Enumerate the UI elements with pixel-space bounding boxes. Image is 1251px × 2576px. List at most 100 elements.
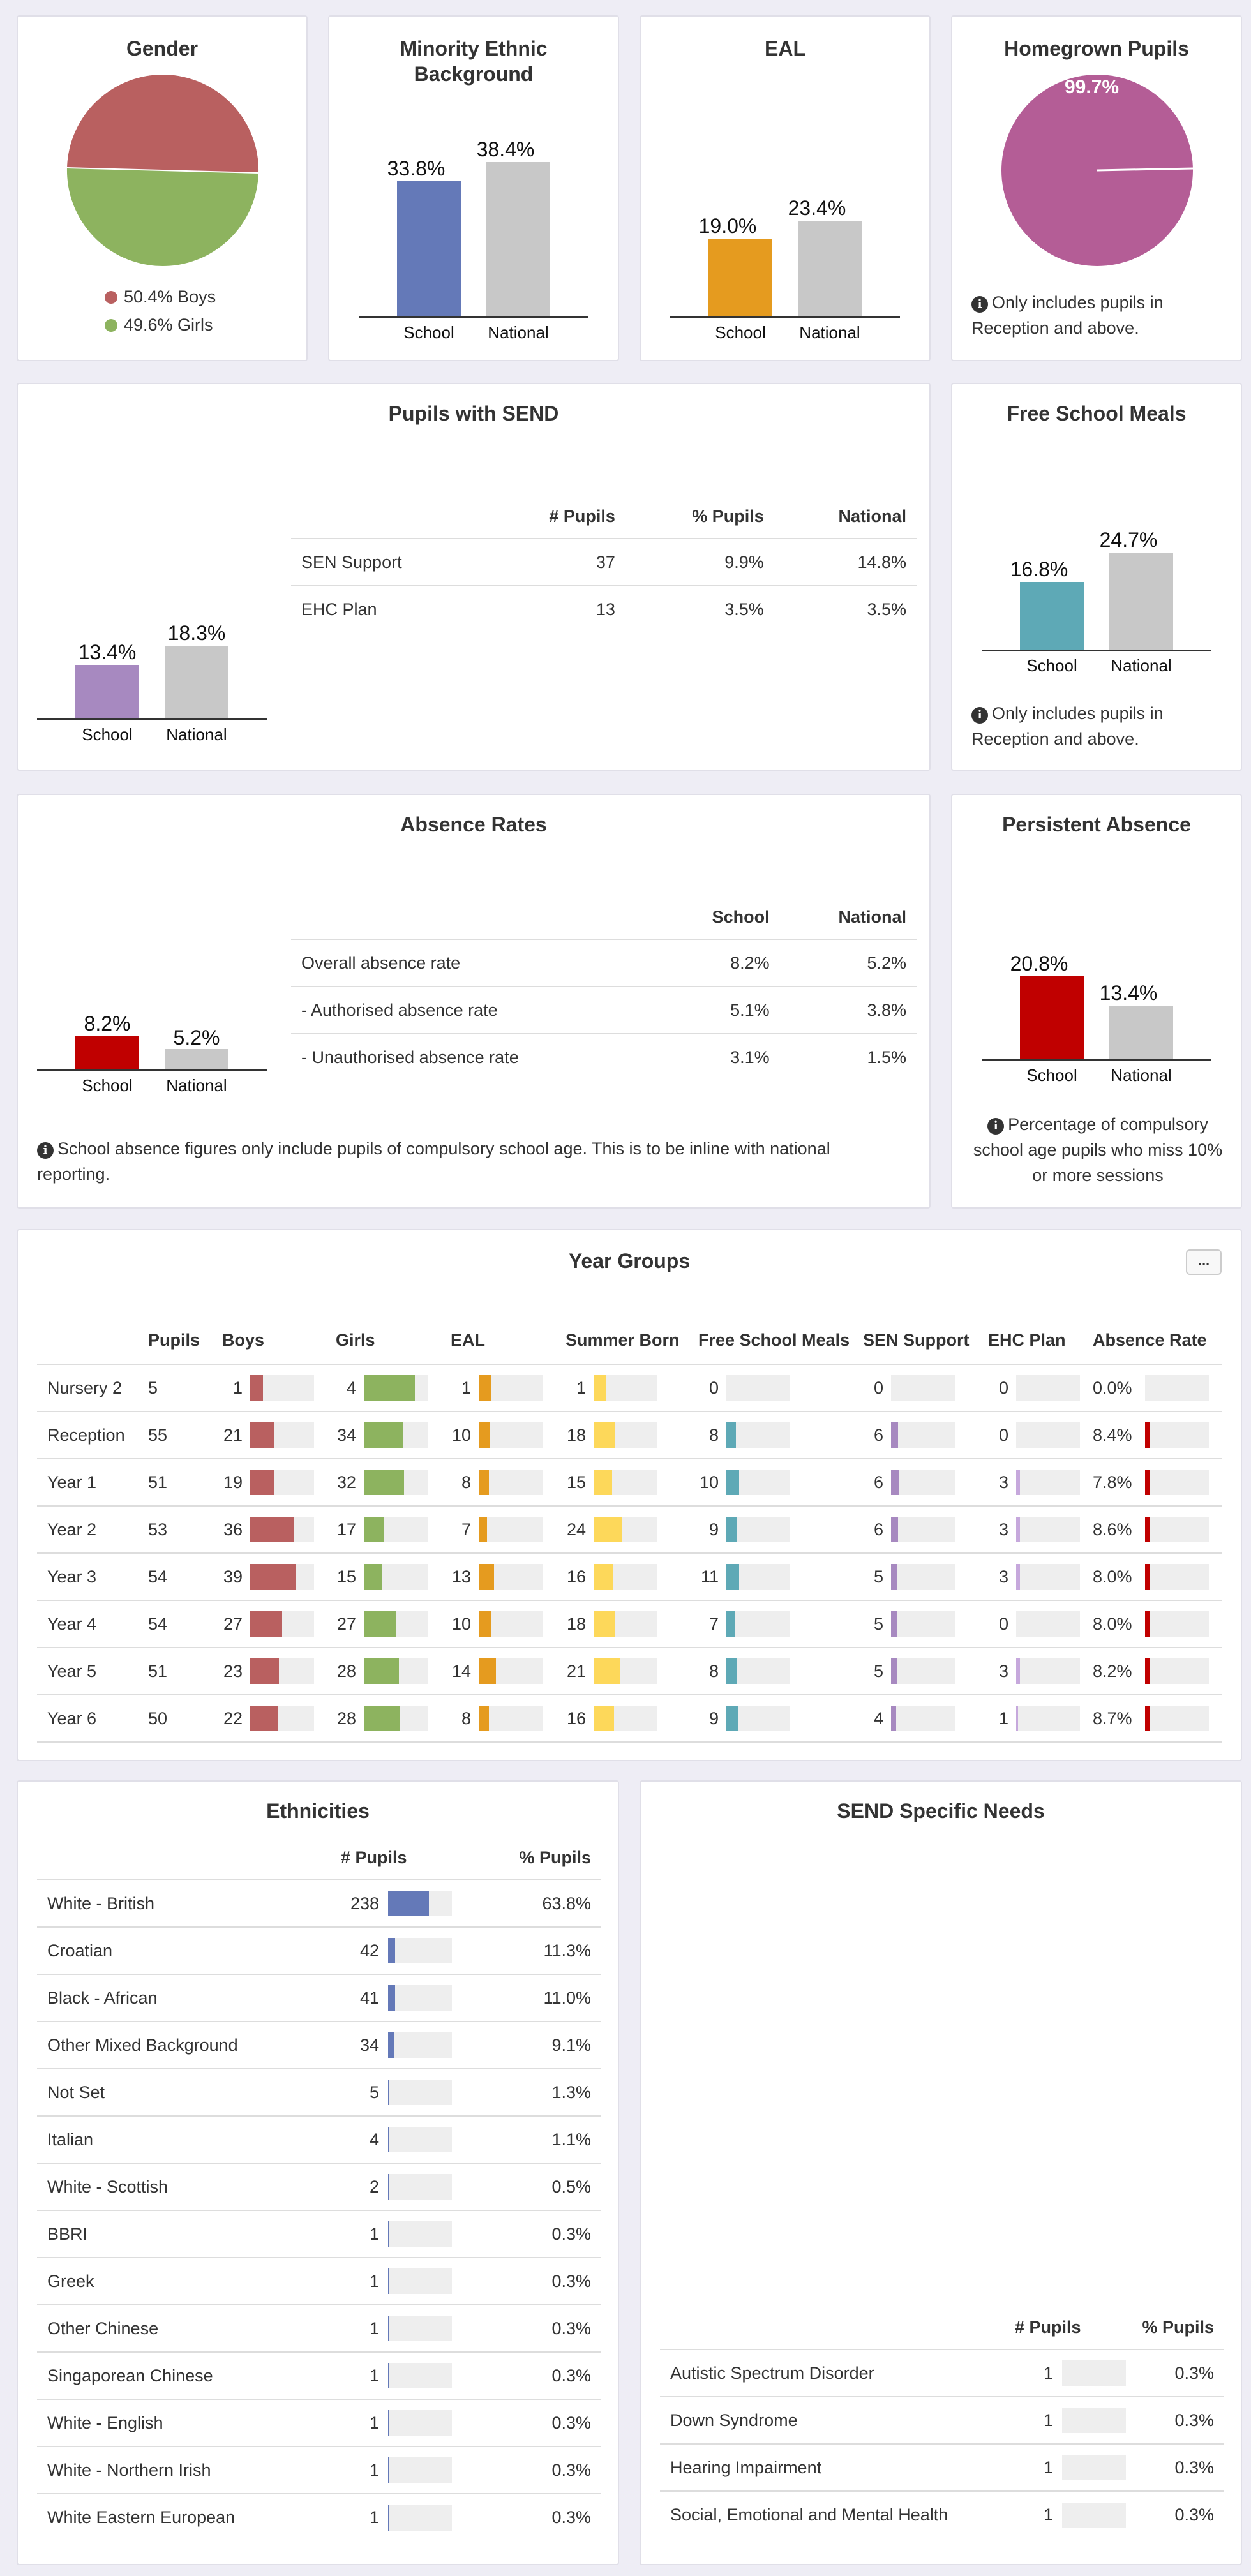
ehc-count: 1 xyxy=(998,1708,1008,1728)
year-group-name: Year 4 xyxy=(37,1600,138,1648)
row-count-cell: 34 xyxy=(331,2021,471,2069)
row-national: 3.5% xyxy=(867,600,906,619)
year-group-fsm-cell: 8 xyxy=(688,1648,853,1695)
year-group-ehc-cell: 3 xyxy=(978,1459,1082,1507)
year-group-absence-cell: 8.7% xyxy=(1082,1695,1222,1743)
year-group-pupils: 50 xyxy=(138,1695,212,1743)
school-label: School xyxy=(1026,1066,1077,1085)
fsm-minibar xyxy=(726,1611,790,1637)
fsm-minibar xyxy=(726,1658,790,1684)
girls-count: 17 xyxy=(336,1519,356,1539)
absence-rate: 8.4% xyxy=(1093,1425,1132,1445)
info-icon: i xyxy=(37,1142,54,1159)
year-group-girls-cell: 34 xyxy=(326,1411,440,1459)
year-group-boys-cell: 1 xyxy=(212,1364,326,1412)
homegrown-pie-label: 99.7% xyxy=(1065,77,1120,98)
national-label: National xyxy=(166,1076,227,1095)
year-group-name: Nursery 2 xyxy=(37,1364,138,1412)
sen-count: 6 xyxy=(873,1472,883,1492)
year-group-girls-cell: 17 xyxy=(326,1506,440,1554)
year-group-summer-cell: 15 xyxy=(555,1459,688,1507)
ehc-minibar-fill xyxy=(1016,1658,1020,1684)
girls-count: 27 xyxy=(336,1614,356,1634)
row-name: Down Syndrome xyxy=(660,2397,1005,2445)
ehc-count: 3 xyxy=(998,1661,1008,1681)
row-name: Social, Emotional and Mental Health xyxy=(670,2505,948,2524)
eal-minibar xyxy=(479,1564,543,1590)
sen-count: 0 xyxy=(873,1378,883,1397)
girls-minibar-fill xyxy=(364,1422,403,1448)
year-group-pupils: 5 xyxy=(138,1364,212,1412)
info-icon: i xyxy=(971,707,988,724)
ehc-minibar-fill xyxy=(1016,1470,1020,1495)
absence-rate: 8.2% xyxy=(1093,1661,1132,1681)
row-name: Italian xyxy=(37,2116,331,2164)
school-bar xyxy=(708,239,772,316)
fsm-count: 11 xyxy=(700,1567,719,1586)
school-bar-value: 20.8% xyxy=(1010,952,1068,975)
fsm-minibar xyxy=(726,1517,790,1542)
fsm-note: i Only includes pupils in Reception and a… xyxy=(971,701,1227,752)
persistent-absence-card: Persistent Absence 20.8% 13.4% School Na… xyxy=(951,794,1242,1209)
more-options-button[interactable]: ... xyxy=(1186,1249,1222,1275)
table-row: Autistic Spectrum Disorder 1 0.3% xyxy=(660,2349,1224,2397)
eal-count: 1 xyxy=(461,1378,471,1397)
ehc-minibar xyxy=(1016,1470,1080,1495)
absence-minibar-fill xyxy=(1145,1564,1150,1590)
national-bar xyxy=(486,162,550,316)
school-bar-value: 8.2% xyxy=(84,1012,131,1035)
eal-title: EAL xyxy=(765,37,805,60)
eal-minibar xyxy=(479,1658,543,1684)
school-label: School xyxy=(1026,656,1077,675)
year-group-eal-cell: 14 xyxy=(440,1648,555,1695)
boys-count: 23 xyxy=(223,1661,243,1681)
year-group-fsm-cell: 11 xyxy=(688,1553,853,1601)
year-group-girls-cell: 15 xyxy=(326,1553,440,1601)
absence-minibar xyxy=(1145,1517,1209,1542)
absence-minibar xyxy=(1145,1658,1209,1684)
absence-minibar-fill xyxy=(1145,1422,1150,1448)
year-group-absence-cell: 8.6% xyxy=(1082,1506,1222,1554)
send-needs-table: # Pupils % Pupils Autistic Spectrum Diso… xyxy=(660,2302,1224,2538)
national-bar-value: 24.7% xyxy=(1099,528,1158,551)
summer-count: 16 xyxy=(566,1567,586,1586)
year-group-boys-cell: 39 xyxy=(212,1553,326,1601)
eal-minibar-fill xyxy=(479,1706,489,1731)
summer-count: 1 xyxy=(576,1378,586,1397)
absence-rate: 0.0% xyxy=(1093,1378,1132,1397)
eal-count: 10 xyxy=(451,1425,471,1445)
chart-axis xyxy=(670,316,900,318)
eal-minibar-fill xyxy=(479,1564,495,1590)
girls-minibar-fill xyxy=(364,1470,404,1495)
row-name: Croatian xyxy=(37,1927,331,1975)
row-percent: 0.3% xyxy=(471,2258,601,2305)
row-count-cell: 2 xyxy=(331,2163,471,2211)
year-group-ehc-cell: 0 xyxy=(978,1600,1082,1648)
year-groups-header xyxy=(37,1294,138,1365)
row-name: Black - African xyxy=(37,1974,331,2022)
girls-minibar xyxy=(364,1611,428,1637)
eal-minibar-fill xyxy=(479,1517,488,1542)
row-national: 3.8% xyxy=(779,986,917,1034)
eal-minibar xyxy=(479,1422,543,1448)
table-row: - Authorised absence rate 5.1% 3.8% xyxy=(291,986,917,1034)
absence-table-header xyxy=(291,892,659,940)
year-group-absence-cell: 7.8% xyxy=(1082,1459,1222,1507)
year-group-sen-cell: 4 xyxy=(853,1695,978,1743)
year-group-fsm-cell: 8 xyxy=(688,1411,853,1459)
row-name: Other Chinese xyxy=(37,2305,331,2353)
year-group-ehc-cell: 1 xyxy=(978,1695,1082,1743)
table-row: EHC Plan 13 3.5% 3.5% xyxy=(291,586,917,633)
absence-minibar-fill xyxy=(1145,1658,1150,1684)
row-count-cell: 1 xyxy=(1005,2444,1126,2492)
school-label: School xyxy=(82,725,133,744)
absence-note: i School absence figures only include pup… xyxy=(37,1136,892,1187)
sen-minibar xyxy=(891,1422,955,1448)
eal-minibar xyxy=(479,1706,543,1731)
year-groups-header: EAL xyxy=(440,1294,555,1365)
row-label: - Unauthorised absence rate xyxy=(301,1048,519,1067)
girls-minibar-fill xyxy=(364,1517,385,1542)
year-group-boys-cell: 21 xyxy=(212,1411,326,1459)
row-percent: 0.3% xyxy=(1120,2397,1224,2445)
boys-minibar-fill xyxy=(250,1658,280,1684)
